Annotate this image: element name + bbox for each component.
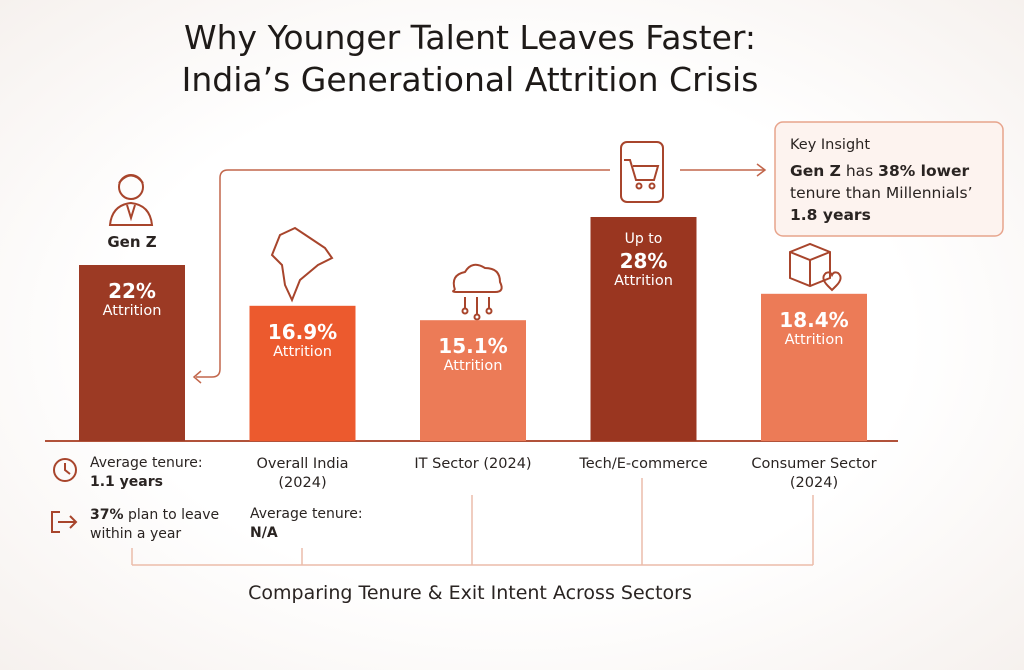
category-label: Gen Z [107, 233, 157, 251]
insight-part: tenure than Millennials’ [790, 184, 973, 202]
value-label: 18.4% [779, 307, 849, 332]
bar [249, 305, 356, 441]
value-caption: Attrition [273, 343, 332, 360]
value-caption: Attrition [443, 358, 503, 375]
footer: Comparing Tenure & Exit Intent Across Se… [248, 582, 692, 604]
note-label: Average tenure: [250, 506, 363, 522]
insight-part: 1.8 years [790, 206, 871, 224]
category-label: Overall India (2024) [256, 456, 349, 491]
insight-text: Gen Z has 38% lower tenure than Millenni… [790, 160, 995, 226]
insight-box [774, 121, 1004, 237]
value-caption: Attrition [614, 273, 673, 289]
insight-part: Gen Z [790, 162, 841, 180]
bar [420, 320, 526, 441]
note-exit-value: 37% [90, 507, 124, 523]
value-caption: Attrition [784, 331, 844, 348]
note-value: 1.1 years [90, 474, 163, 490]
note-exit: 37% plan to leave within a year [90, 506, 240, 544]
category-label: Consumer Sector (2024) [751, 456, 877, 491]
chart-title: Why Younger Talent Leaves Faster: [184, 18, 756, 57]
chart-subtitle: India’s Generational Attrition Crisis [181, 60, 759, 99]
flow-arrow [192, 163, 767, 384]
category-label: IT Sector (2024) [414, 456, 532, 472]
insight-part: 38% lower [878, 162, 970, 180]
bar [761, 293, 867, 441]
bar [79, 265, 185, 441]
insight-part: has [840, 162, 879, 180]
value-label: 28% [619, 249, 668, 273]
connectors [131, 478, 814, 566]
icons [51, 141, 842, 533]
bar [590, 217, 697, 441]
value-prefix: Up to [624, 231, 663, 247]
note-label: Average tenure: [90, 455, 203, 471]
note-value: N/A [250, 525, 278, 541]
value-label: 16.9% [267, 319, 338, 344]
category-label: Tech/E-commerce [579, 456, 708, 472]
note-exit-text: plan to leave within a year [90, 507, 220, 542]
value-label: 15.1% [438, 334, 508, 359]
insight-title: Key Insight [790, 137, 871, 153]
value-label: 22% [108, 279, 156, 303]
value-caption: Attrition [102, 303, 162, 319]
